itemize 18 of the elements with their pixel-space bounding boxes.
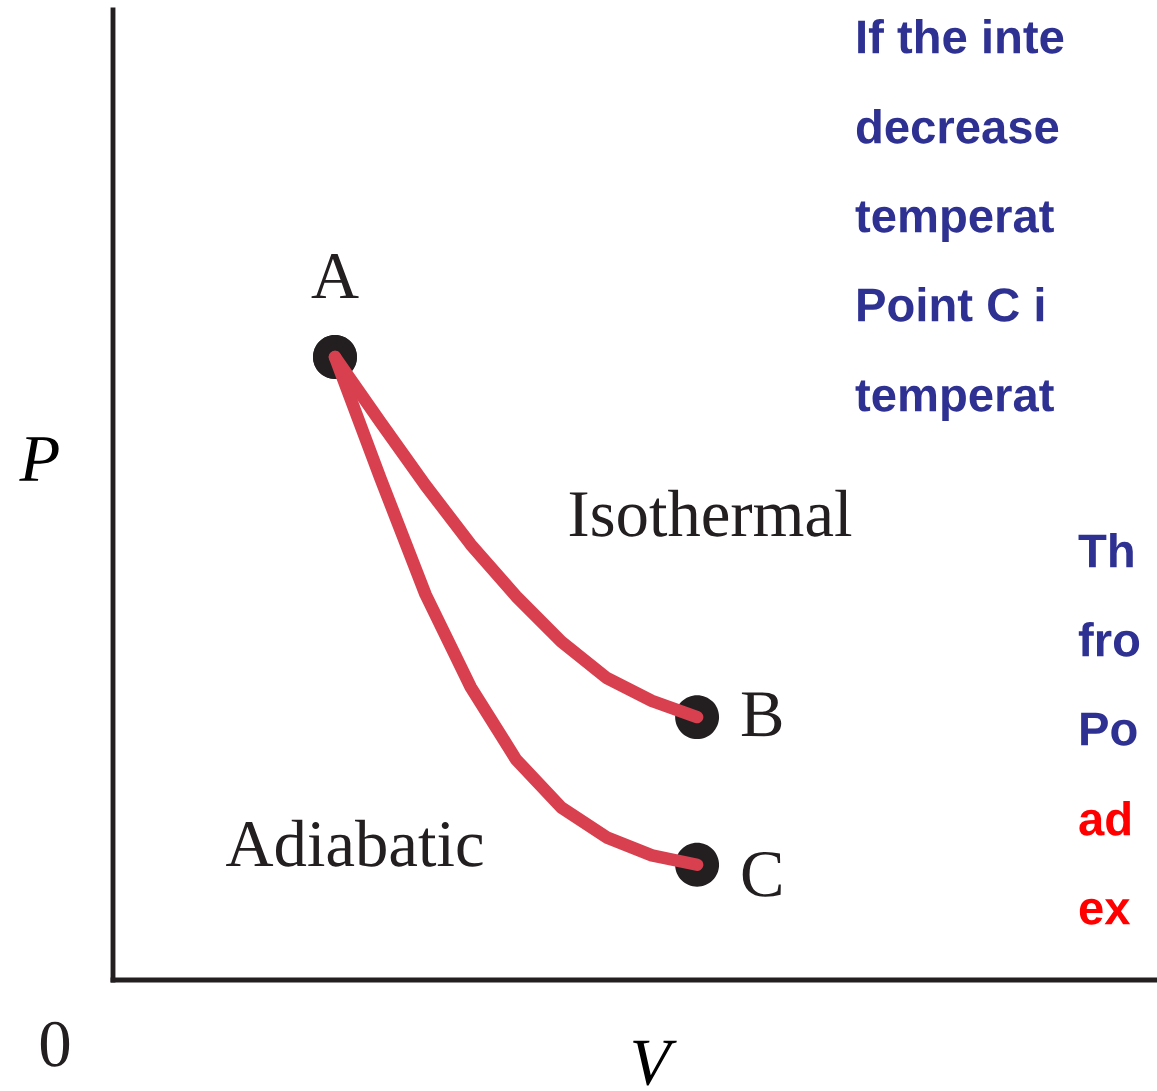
x-axis-title: V xyxy=(633,1040,677,1086)
text: Point C i xyxy=(858,286,1044,322)
annotation: Isothermal xyxy=(569,489,852,537)
text: temperat xyxy=(855,380,1054,422)
text: C xyxy=(742,851,781,897)
text: 0 xyxy=(40,1021,70,1067)
text: ad xyxy=(1079,800,1130,836)
text: Th xyxy=(1078,532,1133,568)
text: A xyxy=(311,254,359,299)
text: B xyxy=(741,692,782,737)
text: decrease xyxy=(856,108,1059,144)
annotation: Adiabatic xyxy=(226,819,483,867)
y-axis-title: P xyxy=(19,437,59,481)
text: If the inte xyxy=(858,18,1064,54)
text: fro xyxy=(1078,621,1140,657)
text: temperat xyxy=(855,201,1054,243)
text: Po xyxy=(1081,712,1137,746)
text: ex xyxy=(1079,898,1131,925)
